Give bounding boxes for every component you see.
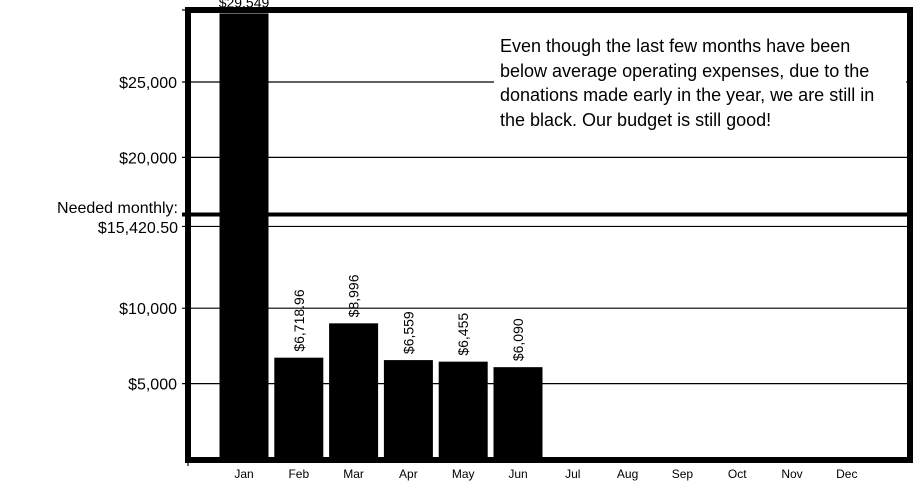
needed-monthly-label-line1: Needed monthly: xyxy=(57,200,178,217)
x-tick-label: Apr xyxy=(399,467,418,481)
annotation-text: Even though the last few months have bee… xyxy=(494,34,906,132)
x-tick-label: Feb xyxy=(288,467,309,481)
data-label-jun: $6,090 xyxy=(510,318,526,361)
x-tick-label: Jun xyxy=(508,467,527,481)
bar-may xyxy=(438,361,488,459)
y-axis-ticks: $5,000 $10,000 $20,000 $25,000 xyxy=(119,75,177,394)
data-label-feb: $6,718.96 xyxy=(291,289,307,351)
plot-border xyxy=(185,7,913,463)
data-label-jan: $29,549 xyxy=(219,0,270,10)
y-tick-label: $20,000 xyxy=(119,150,177,167)
bar-feb xyxy=(274,357,324,459)
bar-apr xyxy=(383,360,433,459)
y-tick-label: $5,000 xyxy=(128,377,177,394)
data-label-apr: $6,559 xyxy=(400,311,416,354)
data-label-mar: $8,996 xyxy=(346,274,362,317)
bar-mar xyxy=(329,323,379,459)
y-tick-label: $25,000 xyxy=(119,75,177,92)
x-tick-label: Dec xyxy=(836,467,857,481)
x-tick-label: Oct xyxy=(728,467,747,481)
x-tick-label: Jan xyxy=(234,467,253,481)
bars xyxy=(219,13,543,459)
x-tick-label: Aug xyxy=(617,467,638,481)
needed-monthly-label: Needed monthly: $15,420.50 xyxy=(0,199,178,239)
x-tick-label: May xyxy=(452,467,475,481)
data-label-may: $6,455 xyxy=(455,313,471,356)
data-labels: $29,549 $6,718.96 $8,996 $6,559 $6,455 $6,090 xyxy=(219,0,526,361)
needed-monthly-label-line2: $15,420.50 xyxy=(97,220,178,237)
plot-frame xyxy=(182,7,913,466)
x-tick-label: Sep xyxy=(672,467,694,481)
x-tick-label: Jul xyxy=(565,467,580,481)
x-axis-labels: Jan Feb Mar Apr May Jun Jul Aug Sep Oct Nov Dec xyxy=(234,467,857,481)
reference-line-group xyxy=(182,212,910,228)
y-tick-label: $10,000 xyxy=(119,301,177,318)
bar-jan xyxy=(219,13,269,459)
x-tick-label: Nov xyxy=(781,467,802,481)
bar-jun xyxy=(493,367,543,459)
x-tick-label: Mar xyxy=(343,467,364,481)
